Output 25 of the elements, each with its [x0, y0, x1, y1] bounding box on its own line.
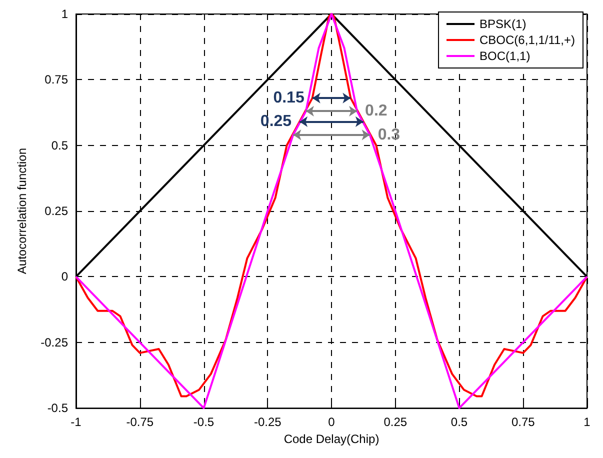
y-axis-title: Autocorrelation function [15, 148, 29, 274]
y-tick-label: 0 [61, 270, 68, 284]
legend-label: BOC(1,1) [480, 49, 530, 63]
x-tick-label: 0.5 [450, 415, 468, 430]
x-tick-label: -0.25 [254, 415, 282, 430]
x-axis-title: Code Delay(Chip) [284, 432, 380, 446]
legend-label: CBOC(6,1,1/11,+) [480, 33, 576, 47]
annotation: 0.3 [378, 126, 400, 144]
y-tick-label: 0.75 [44, 72, 68, 87]
x-tick-label: 1 [584, 415, 591, 430]
x-tick-label: -0.5 [193, 415, 214, 430]
y-tick-label: -0.25 [40, 335, 68, 350]
annotation: 0.2 [365, 102, 388, 120]
y-tick-label: 1 [61, 7, 68, 21]
x-tick-label: 0 [328, 415, 336, 430]
legend-label: BPSK(1) [480, 17, 526, 31]
x-tick-label: 0.75 [511, 415, 536, 430]
y-tick-label: 0.25 [44, 204, 68, 218]
y-tick-label: -0.5 [47, 401, 68, 416]
annotation: 0.25 [260, 113, 292, 130]
y-tick-label: 0.5 [51, 138, 68, 152]
x-tick-label: -1 [70, 415, 82, 430]
annotation: 0.15 [273, 90, 304, 107]
x-tick-label: 0.25 [384, 415, 408, 430]
x-tick-label: -0.75 [126, 415, 154, 430]
